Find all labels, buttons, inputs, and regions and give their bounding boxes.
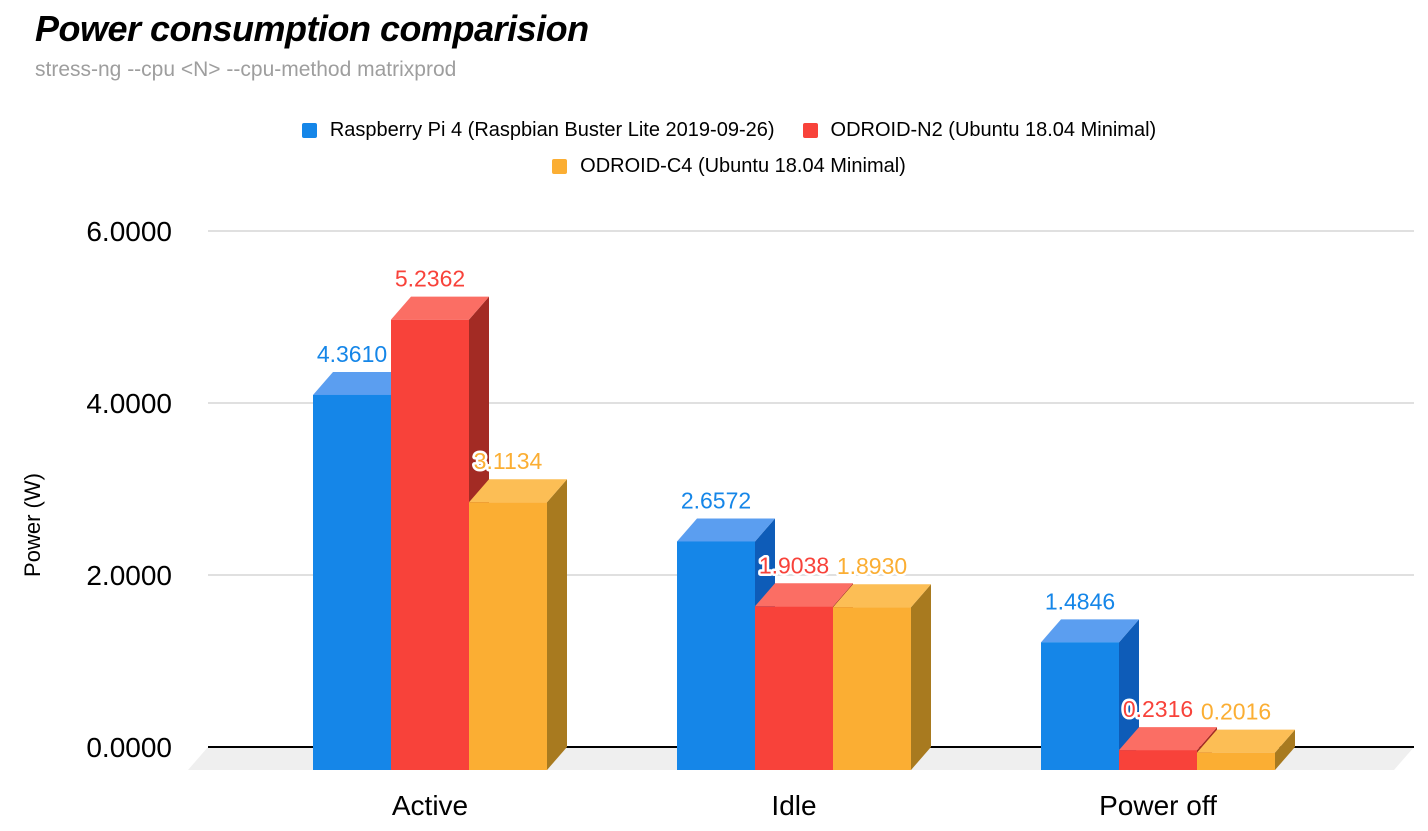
y-tick-label: 0.0000 [86, 732, 172, 763]
legend-item: ODROID-N2 (Ubuntu 18.04 Minimal) [802, 119, 1157, 142]
bar-front [313, 394, 391, 770]
value-label: 4.3610 [317, 341, 387, 367]
bar-front [1119, 750, 1197, 770]
value-label: 0.2016 [1201, 699, 1271, 725]
bar-top [833, 584, 931, 608]
x-category-label: Power off [1099, 790, 1217, 821]
value-label: 1.4846 [1045, 588, 1115, 614]
bar-top [469, 479, 567, 503]
bar-top [1119, 727, 1217, 751]
bar-top [313, 371, 411, 395]
value-label: 1.9038 [759, 552, 829, 578]
bar-front [469, 502, 547, 770]
bar-top [391, 296, 489, 320]
legend-swatch-icon [802, 123, 818, 138]
bar-front [833, 607, 911, 770]
bar-side [1275, 729, 1295, 770]
value-label: 1.8930 [837, 553, 907, 579]
legend-swatch-icon [301, 123, 317, 138]
legend-label: Raspberry Pi 4 (Raspbian Buster Lite 201… [329, 119, 775, 141]
chart-title: Power consumption comparision [35, 8, 589, 49]
x-category-label: Idle [771, 790, 816, 821]
bar-top [1041, 619, 1139, 643]
bar-side [911, 584, 931, 770]
bar-top [755, 583, 853, 607]
chart-legend: Raspberry Pi 4 (Raspbian Buster Lite 201… [30, 119, 1428, 178]
bar-front [677, 541, 755, 770]
legend-row-1: Raspberry Pi 4 (Raspbian Buster Lite 201… [301, 119, 1157, 142]
bar-side [547, 479, 567, 770]
chart-subtitle: stress-ng --cpu <N> --cpu-method matrixp… [35, 58, 457, 81]
value-label: 3.1134 [474, 448, 543, 474]
bar-side [1119, 619, 1139, 770]
bar-front [755, 606, 833, 770]
y-tick-label: 2.0000 [86, 560, 172, 591]
y-tick-label: 4.0000 [86, 388, 172, 419]
y-axis-title: Power (W) [20, 473, 45, 577]
value-label: 5.2362 [395, 266, 465, 292]
legend-swatch-icon [552, 159, 568, 174]
bar-front [1197, 752, 1275, 770]
bar-front [391, 319, 469, 770]
legend-item: Raspberry Pi 4 (Raspbian Buster Lite 201… [301, 119, 775, 142]
value-label: 0.2316 [1123, 696, 1193, 722]
bar-top [1197, 729, 1295, 753]
legend-row-2: ODROID-C4 (Ubuntu 18.04 Minimal) [552, 155, 906, 178]
y-tick-label: 6.0000 [86, 216, 172, 247]
x-category-label: Active [392, 790, 468, 821]
bar-front [1041, 642, 1119, 770]
legend-item: ODROID-C4 (Ubuntu 18.04 Minimal) [552, 155, 906, 178]
legend-label: ODROID-N2 (Ubuntu 18.04 Minimal) [830, 119, 1157, 141]
bar-top [677, 518, 775, 542]
legend-label: ODROID-C4 (Ubuntu 18.04 Minimal) [580, 155, 906, 177]
value-label: 2.6572 [681, 487, 751, 513]
